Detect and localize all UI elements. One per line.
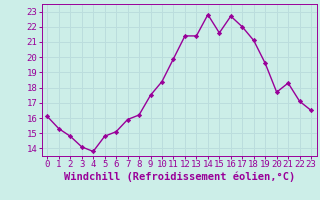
X-axis label: Windchill (Refroidissement éolien,°C): Windchill (Refroidissement éolien,°C) xyxy=(64,172,295,182)
